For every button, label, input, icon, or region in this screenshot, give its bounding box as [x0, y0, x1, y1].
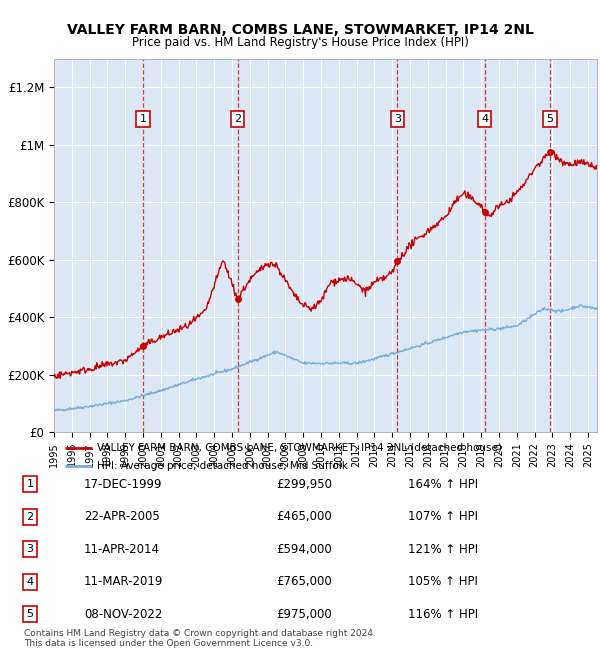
Text: 17-DEC-1999: 17-DEC-1999: [84, 478, 163, 491]
Text: 11-MAR-2019: 11-MAR-2019: [84, 575, 163, 588]
Text: 4: 4: [26, 577, 34, 587]
Text: 2: 2: [26, 512, 34, 522]
Text: £975,000: £975,000: [276, 608, 332, 621]
Text: 116% ↑ HPI: 116% ↑ HPI: [408, 608, 478, 621]
Text: Price paid vs. HM Land Registry's House Price Index (HPI): Price paid vs. HM Land Registry's House …: [131, 36, 469, 49]
Text: 121% ↑ HPI: 121% ↑ HPI: [408, 543, 478, 556]
Text: 1: 1: [26, 479, 34, 489]
Text: 1: 1: [140, 114, 146, 124]
Text: 107% ↑ HPI: 107% ↑ HPI: [408, 510, 478, 523]
Text: £765,000: £765,000: [276, 575, 332, 588]
Text: £465,000: £465,000: [276, 510, 332, 523]
Text: 22-APR-2005: 22-APR-2005: [84, 510, 160, 523]
Text: 5: 5: [547, 114, 553, 124]
Text: 2: 2: [234, 114, 241, 124]
Text: 08-NOV-2022: 08-NOV-2022: [84, 608, 163, 621]
Text: HPI: Average price, detached house, Mid Suffolk: HPI: Average price, detached house, Mid …: [97, 461, 349, 471]
Text: £594,000: £594,000: [276, 543, 332, 556]
Text: £299,950: £299,950: [276, 478, 332, 491]
Text: 11-APR-2014: 11-APR-2014: [84, 543, 160, 556]
Text: Contains HM Land Registry data © Crown copyright and database right 2024.
This d: Contains HM Land Registry data © Crown c…: [24, 629, 376, 648]
Text: VALLEY FARM BARN, COMBS LANE, STOWMARKET, IP14 2NL: VALLEY FARM BARN, COMBS LANE, STOWMARKET…: [67, 23, 533, 37]
Text: 3: 3: [394, 114, 401, 124]
Text: 3: 3: [26, 544, 34, 554]
Text: 164% ↑ HPI: 164% ↑ HPI: [408, 478, 478, 491]
Text: 4: 4: [481, 114, 488, 124]
Text: 105% ↑ HPI: 105% ↑ HPI: [408, 575, 478, 588]
Text: 5: 5: [26, 609, 34, 619]
Text: VALLEY FARM BARN, COMBS LANE, STOWMARKET, IP14 2NL (detached house): VALLEY FARM BARN, COMBS LANE, STOWMARKET…: [97, 443, 502, 452]
